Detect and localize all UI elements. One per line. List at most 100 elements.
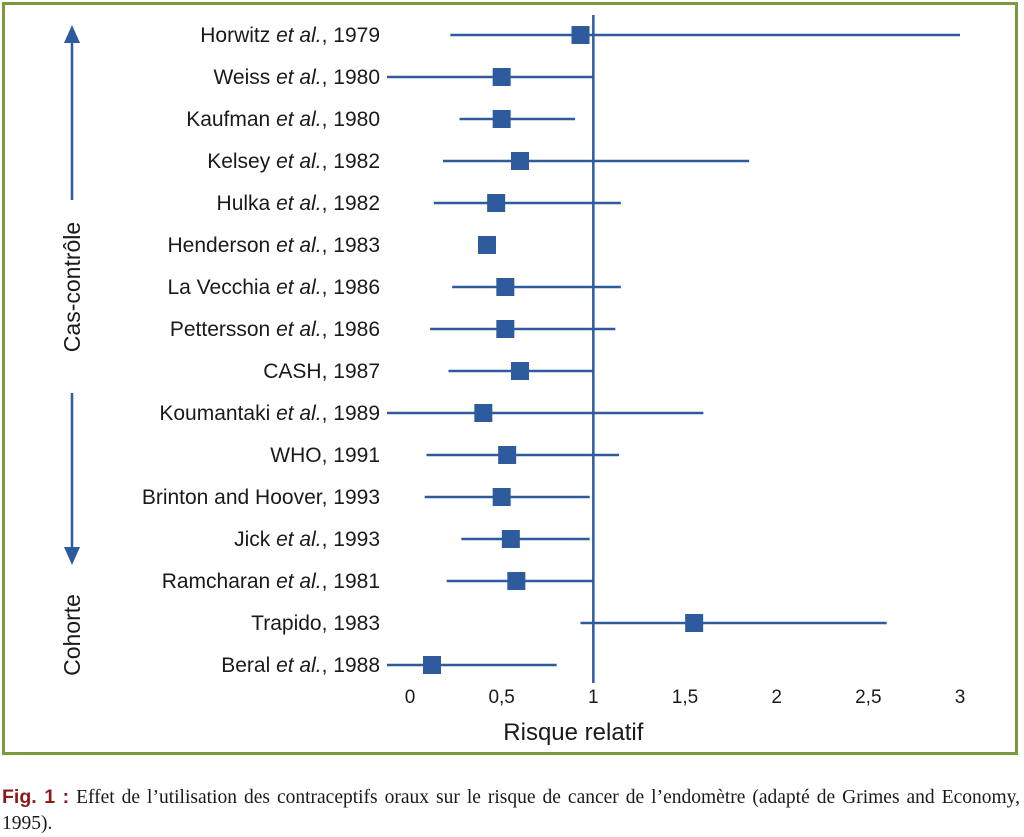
study-label: La Vecchia et al., 1986 [167, 276, 380, 299]
relative-risk-marker [487, 194, 506, 212]
figure-caption: Fig. 1 : Effet de l’utilisation des cont… [2, 784, 1020, 837]
study-et-al: et al. [276, 570, 322, 593]
relative-risk-marker [498, 446, 517, 464]
relative-risk-marker [501, 530, 520, 548]
study-author: Hulka [217, 192, 277, 215]
study-year: , 1981 [322, 570, 380, 593]
relative-risk-marker [685, 614, 704, 632]
study-label: Brinton and Hoover, 1993 [142, 486, 380, 509]
study-author: Beral [221, 654, 276, 677]
study-author: Horwitz [200, 24, 276, 47]
x-tick-label: 2 [771, 687, 782, 708]
study-et-al: et al. [276, 318, 322, 341]
study-author: Jick [234, 528, 276, 551]
study-label: Beral et al., 1988 [221, 654, 380, 677]
study-row: Horwitz et al., 1979 [200, 24, 960, 47]
arrow-up-icon [64, 25, 80, 43]
study-et-al: et al. [276, 108, 322, 131]
study-et-al: et al. [276, 528, 322, 551]
forest-plot: Cas-contrôle Cohorte Horwitz et al., 1979… [59, 15, 966, 746]
study-row: Brinton and Hoover, 1993 [142, 486, 590, 509]
study-author: WHO [270, 444, 321, 467]
study-row: Weiss et al., 1980 [213, 66, 594, 89]
study-et-al: et al. [276, 654, 322, 677]
study-year: , 1986 [322, 276, 380, 299]
x-tick-label: 1,5 [672, 687, 698, 708]
study-author: Trapido [251, 612, 321, 635]
study-year: , 1991 [322, 444, 380, 467]
study-label: Kelsey et al., 1982 [207, 150, 380, 173]
study-et-al: et al. [276, 66, 322, 89]
relative-risk-marker [496, 278, 515, 296]
relative-risk-marker [423, 656, 441, 674]
x-axis: 0 0,5 1 1,5 2 2,5 3 [405, 687, 966, 708]
study-year: , 1987 [322, 360, 380, 383]
study-row: Kelsey et al., 1982 [207, 150, 750, 173]
study-author: Koumantaki [159, 402, 276, 425]
study-label: Kaufman et al., 1980 [186, 108, 380, 131]
study-year: , 1980 [322, 108, 380, 131]
study-label: Horwitz et al., 1979 [200, 24, 380, 47]
study-label: CASH, 1987 [263, 360, 380, 383]
study-label: Weiss et al., 1980 [213, 66, 380, 89]
study-row: Ramcharan et al., 1981 [162, 570, 594, 593]
figure-frame: Cas-contrôle Cohorte Horwitz et al., 1979… [2, 2, 1018, 755]
study-row: Pettersson et al., 1986 [170, 318, 616, 341]
group-label-case-control: Cas-contrôle [59, 222, 85, 352]
study-author: Henderson [168, 234, 277, 257]
study-row: Kaufman et al., 1980 [186, 108, 575, 131]
study-author: Weiss [213, 66, 276, 89]
study-label: Jick et al., 1993 [234, 528, 380, 551]
group-label-cohort: Cohorte [59, 594, 85, 676]
study-author: Kelsey [207, 150, 276, 173]
study-year: , 1982 [322, 192, 380, 215]
x-tick-label: 3 [955, 687, 966, 708]
study-year: , 1983 [322, 612, 380, 635]
study-year: , 1993 [322, 528, 380, 551]
study-author: Brinton and Hoover [142, 486, 323, 509]
study-year: , 1989 [322, 402, 380, 425]
relative-risk-marker [511, 362, 529, 380]
relative-risk-marker [492, 488, 511, 506]
study-label: Koumantaki et al., 1989 [159, 402, 380, 425]
caption-text: Effet de l’utilisation des contraceptifs… [2, 787, 1021, 834]
study-year: , 1993 [322, 486, 380, 509]
study-label: Ramcharan et al., 1981 [162, 570, 380, 593]
x-tick-label: 0 [405, 687, 416, 708]
relative-risk-marker [511, 152, 529, 170]
study-row: CASH, 1987 [263, 360, 594, 383]
study-author: Pettersson [170, 318, 276, 341]
x-tick-label: 2,5 [855, 687, 881, 708]
study-label: WHO, 1991 [270, 444, 380, 467]
study-et-al: et al. [276, 402, 322, 425]
study-row: Beral et al., 1988 [221, 654, 557, 677]
study-row: Koumantaki et al., 1989 [159, 402, 704, 425]
relative-risk-marker [478, 236, 496, 254]
study-row: Jick et al., 1993 [234, 528, 590, 551]
study-et-al: et al. [276, 276, 322, 299]
study-year: , 1988 [322, 654, 380, 677]
x-axis-title: Risque relatif [503, 719, 643, 746]
arrow-down-icon [64, 547, 80, 565]
study-label: Henderson et al., 1983 [168, 234, 381, 257]
study-label: Pettersson et al., 1986 [170, 318, 380, 341]
relative-risk-marker [496, 320, 515, 338]
study-et-al: et al. [276, 24, 322, 47]
study-author: Ramcharan [162, 570, 276, 593]
relative-risk-marker [507, 572, 526, 590]
study-et-al: et al. [276, 192, 322, 215]
study-et-al: et al. [276, 234, 322, 257]
caption-label: Fig. 1 : [2, 786, 70, 808]
group-labels: Cas-contrôle Cohorte [59, 25, 85, 676]
study-year: , 1986 [322, 318, 380, 341]
study-author: La Vecchia [167, 276, 276, 299]
study-row: La Vecchia et al., 1986 [167, 276, 621, 299]
study-et-al: et al. [276, 150, 322, 173]
study-label: Hulka et al., 1982 [217, 192, 380, 215]
relative-risk-marker [492, 68, 511, 86]
study-row: Henderson et al., 1983 [168, 234, 496, 257]
x-tick-label: 1 [588, 687, 599, 708]
study-author: CASH [263, 360, 321, 383]
relative-risk-marker [474, 404, 493, 422]
